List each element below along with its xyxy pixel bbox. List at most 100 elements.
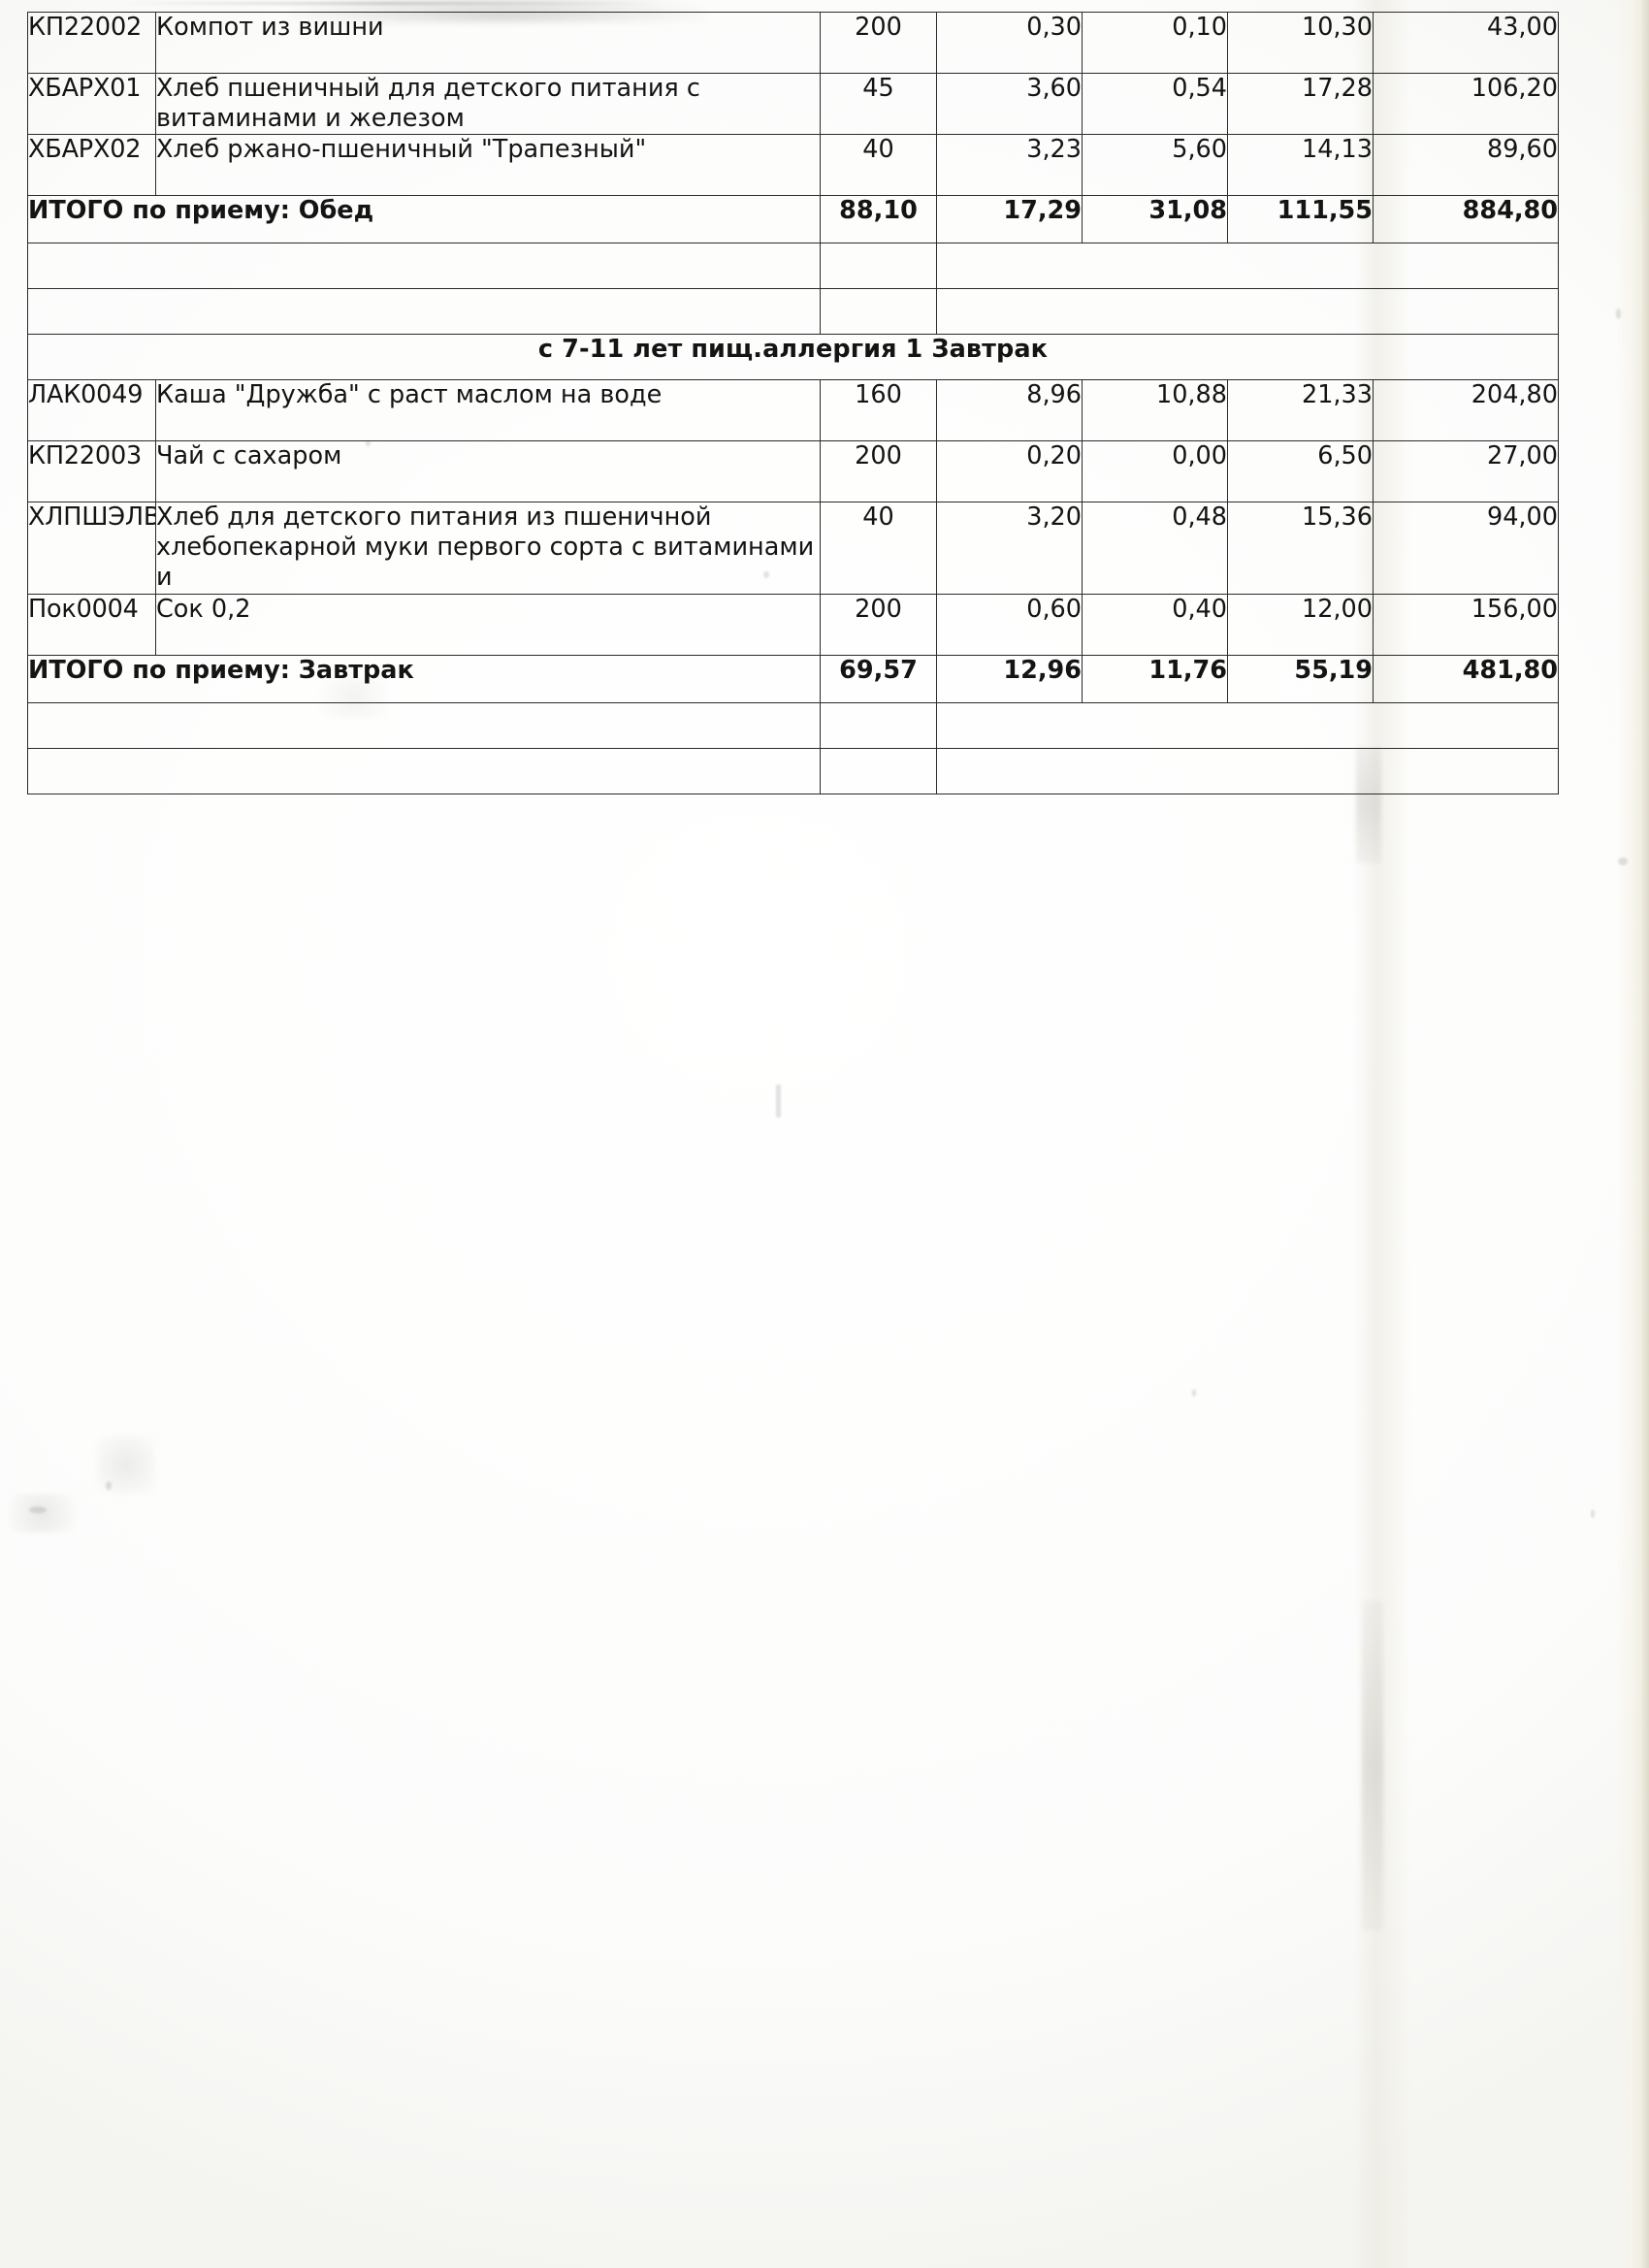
spacer-cell bbox=[27, 747, 821, 794]
row-proteins: 0,20 bbox=[936, 440, 1083, 503]
spacer-cell bbox=[27, 701, 821, 749]
table-spacer-row bbox=[27, 701, 1559, 749]
row-code: ЛАК0049 bbox=[27, 379, 156, 442]
table-spacer-row bbox=[27, 243, 1559, 290]
total-calories: 481,80 bbox=[1373, 654, 1559, 703]
spacer-cell bbox=[820, 288, 937, 336]
row-calories: 27,00 bbox=[1373, 440, 1559, 503]
row-fats: 0,48 bbox=[1082, 502, 1228, 595]
row-fats: 0,00 bbox=[1082, 440, 1228, 503]
row-code: КП22003 bbox=[27, 440, 156, 503]
spacer-cell bbox=[820, 701, 937, 749]
total-label: ИТОГО по приему: Обед bbox=[27, 195, 821, 244]
total-fats: 31,08 bbox=[1082, 195, 1228, 244]
row-fats: 0,54 bbox=[1082, 72, 1228, 136]
row-carbs: 6,50 bbox=[1227, 440, 1374, 503]
table-row: ХЛПШЭЛВ Хлеб для детского питания из пше… bbox=[27, 502, 1559, 595]
table-spacer-row bbox=[27, 747, 1559, 794]
scan-blob bbox=[97, 1436, 155, 1494]
total-fats: 11,76 bbox=[1082, 654, 1228, 703]
table-row: Пок0004 Сок 0,2 200 0,60 0,40 12,00 156,… bbox=[27, 593, 1559, 656]
total-carbs: 55,19 bbox=[1227, 654, 1374, 703]
scan-speck bbox=[29, 1507, 47, 1513]
row-dish-name: Каша "Дружба" с раст маслом на воде bbox=[155, 379, 821, 442]
row-calories: 156,00 bbox=[1373, 593, 1559, 656]
row-calories: 106,20 bbox=[1373, 72, 1559, 136]
row-proteins: 0,30 bbox=[936, 12, 1083, 74]
row-code: Пок0004 bbox=[27, 593, 156, 656]
row-fats: 0,10 bbox=[1082, 12, 1228, 74]
row-proteins: 3,20 bbox=[936, 502, 1083, 595]
row-carbs: 17,28 bbox=[1227, 72, 1374, 136]
spacer-cell bbox=[936, 747, 1559, 794]
total-quantity: 88,10 bbox=[820, 195, 937, 244]
row-carbs: 14,13 bbox=[1227, 134, 1374, 197]
scan-blob bbox=[8, 1494, 76, 1533]
table-total-row: ИТОГО по приему: Завтрак 69,57 12,96 11,… bbox=[27, 654, 1559, 703]
table-section-row: с 7-11 лет пищ.аллергия 1 Завтрак bbox=[27, 334, 1559, 381]
row-proteins: 0,60 bbox=[936, 593, 1083, 656]
table-row: ХБАРХ02 Хлеб ржано-пшеничный "Трапезный"… bbox=[27, 134, 1559, 197]
scan-speck bbox=[1192, 1389, 1196, 1397]
total-carbs: 111,55 bbox=[1227, 195, 1374, 244]
row-calories: 94,00 bbox=[1373, 502, 1559, 595]
total-proteins: 17,29 bbox=[936, 195, 1083, 244]
row-code: ХБАРХ02 bbox=[27, 134, 156, 197]
section-title: с 7-11 лет пищ.аллергия 1 Завтрак bbox=[27, 334, 1559, 381]
row-proteins: 3,23 bbox=[936, 134, 1083, 197]
row-calories: 89,60 bbox=[1373, 134, 1559, 197]
scan-speck bbox=[776, 1085, 781, 1118]
table-spacer-row bbox=[27, 288, 1559, 336]
total-calories: 884,80 bbox=[1373, 195, 1559, 244]
table-row: КП22003 Чай с сахаром 200 0,20 0,00 6,50… bbox=[27, 440, 1559, 503]
row-quantity: 200 bbox=[820, 593, 937, 656]
spacer-cell bbox=[27, 288, 821, 336]
row-calories: 204,80 bbox=[1373, 379, 1559, 442]
row-calories: 43,00 bbox=[1373, 12, 1559, 74]
row-dish-name: Чай с сахаром bbox=[155, 440, 821, 503]
scan-speck bbox=[106, 1481, 112, 1490]
spacer-cell bbox=[936, 243, 1559, 290]
row-carbs: 15,36 bbox=[1227, 502, 1374, 595]
total-label: ИТОГО по приему: Завтрак bbox=[27, 654, 821, 703]
row-quantity: 160 bbox=[820, 379, 937, 442]
scan-blob bbox=[1362, 1601, 1383, 1930]
row-fats: 0,40 bbox=[1082, 593, 1228, 656]
row-proteins: 8,96 bbox=[936, 379, 1083, 442]
row-code: ХБАРХ01 bbox=[27, 72, 156, 136]
row-carbs: 12,00 bbox=[1227, 593, 1374, 656]
row-quantity: 40 bbox=[820, 502, 937, 595]
row-quantity: 200 bbox=[820, 440, 937, 503]
scan-speck bbox=[1618, 858, 1628, 865]
row-fats: 5,60 bbox=[1082, 134, 1228, 197]
row-dish-name: Сок 0,2 bbox=[155, 593, 821, 656]
scan-speck bbox=[1616, 308, 1621, 319]
spacer-cell bbox=[820, 747, 937, 794]
spacer-cell bbox=[27, 243, 821, 290]
scan-line-top bbox=[116, 2, 660, 5]
menu-nutrition-table: КП22002 Компот из вишни 200 0,30 0,10 10… bbox=[27, 12, 1559, 794]
row-dish-name: Хлеб для детского питания из пшеничной х… bbox=[155, 502, 821, 595]
row-carbs: 21,33 bbox=[1227, 379, 1374, 442]
row-quantity: 200 bbox=[820, 12, 937, 74]
table-total-row: ИТОГО по приему: Обед 88,10 17,29 31,08 … bbox=[27, 195, 1559, 244]
spacer-cell bbox=[820, 243, 937, 290]
scan-right-edge-dark bbox=[1641, 0, 1649, 2268]
row-carbs: 10,30 bbox=[1227, 12, 1374, 74]
row-quantity: 40 bbox=[820, 134, 937, 197]
table-row: ЛАК0049 Каша "Дружба" с раст маслом на в… bbox=[27, 379, 1559, 442]
row-proteins: 3,60 bbox=[936, 72, 1083, 136]
table-body: КП22002 Компот из вишни 200 0,30 0,10 10… bbox=[27, 12, 1559, 794]
scan-right-edge bbox=[1616, 0, 1649, 2268]
table-row: ХБАРХ01 Хлеб пшеничный для детского пита… bbox=[27, 72, 1559, 136]
row-fats: 10,88 bbox=[1082, 379, 1228, 442]
total-proteins: 12,96 bbox=[936, 654, 1083, 703]
row-dish-name: Хлеб пшеничный для детского питания с ви… bbox=[155, 72, 821, 136]
table-row: КП22002 Компот из вишни 200 0,30 0,10 10… bbox=[27, 12, 1559, 74]
spacer-cell bbox=[936, 288, 1559, 336]
total-quantity: 69,57 bbox=[820, 654, 937, 703]
row-dish-name: Хлеб ржано-пшеничный "Трапезный" bbox=[155, 134, 821, 197]
row-dish-name: Компот из вишни bbox=[155, 12, 821, 74]
row-code: ХЛПШЭЛВ bbox=[27, 502, 156, 595]
